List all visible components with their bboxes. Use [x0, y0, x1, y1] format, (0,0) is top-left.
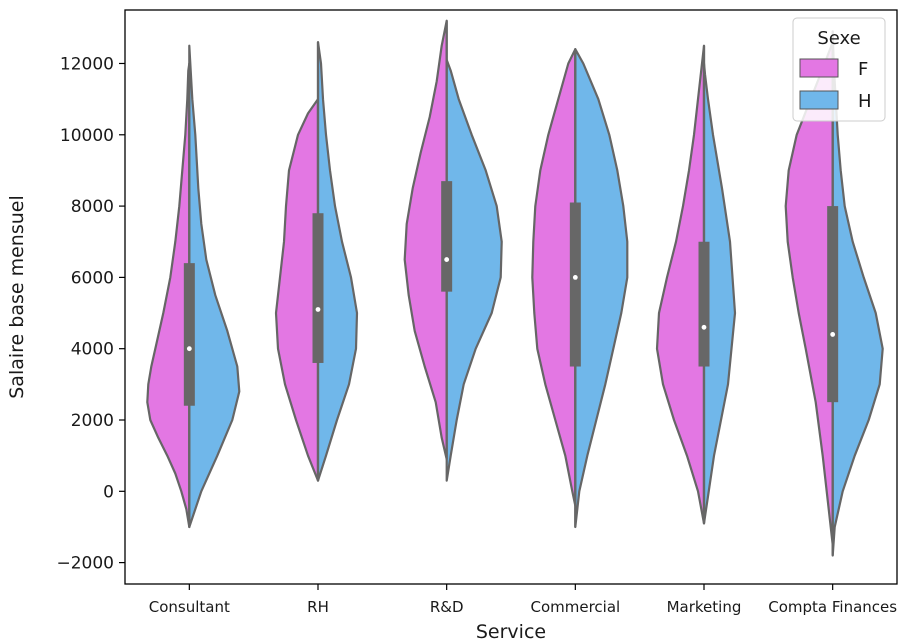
median-dot-2	[444, 257, 450, 262]
legend-title: Sexe	[817, 28, 860, 49]
legend: Sexe F H	[792, 17, 886, 122]
x-tick-label-0: Consultant	[149, 598, 230, 616]
violin-h-1	[316, 41, 359, 482]
y-tick-label-3: 4000	[71, 340, 114, 360]
violin-f-1	[274, 98, 320, 482]
median-dot-0	[186, 346, 192, 352]
legend-swatch-f	[799, 58, 839, 78]
y-axis: −2000 0 2000 4000 6000 8000 10000 12000	[56, 54, 125, 574]
y-tick-label-5: 8000	[71, 197, 114, 217]
violin-layer	[146, 19, 884, 557]
plot-frame	[124, 9, 898, 585]
iqr-box-2	[441, 181, 453, 292]
legend-label-h: H	[858, 91, 872, 112]
median-dot-1	[315, 307, 321, 312]
iqr-box-0	[183, 263, 195, 406]
y-tick-label-4: 6000	[71, 268, 114, 288]
violin-f-2	[403, 19, 448, 461]
y-axis-label: Salaire base mensuel	[6, 195, 28, 399]
violin-f-4	[655, 44, 706, 525]
x-axis: Consultant RH R&D Commercial Marketing Compta…	[149, 584, 897, 616]
iqr-box-3	[569, 202, 581, 367]
iqr-box-4	[698, 241, 710, 367]
y-tick-label-2: 2000	[71, 411, 114, 431]
legend-swatch-h	[799, 90, 839, 110]
violin-h-3	[574, 48, 629, 529]
median-dot-4	[701, 324, 707, 330]
median-dot-5	[830, 332, 836, 337]
violin-f-3	[531, 48, 577, 507]
violin-f-0	[146, 62, 191, 529]
x-tick-label-5: Compta Finances	[768, 598, 897, 616]
x-tick-label-2: R&D	[430, 598, 464, 616]
median-dot-3	[572, 274, 578, 280]
y-tick-label-1: 0	[103, 482, 114, 502]
y-tick-label-7: 12000	[60, 54, 114, 74]
x-axis-label: Service	[476, 621, 546, 643]
x-tick-label-4: Marketing	[667, 598, 742, 616]
violin-h-0	[188, 44, 241, 529]
x-tick-label-1: RH	[307, 598, 329, 616]
legend-label-f: F	[858, 59, 868, 80]
y-tick-label-0: −2000	[56, 554, 114, 574]
x-tick-label-3: Commercial	[530, 598, 620, 616]
y-tick-label-6: 10000	[60, 126, 114, 146]
iqr-box-5	[827, 206, 839, 403]
iqr-box-1	[312, 213, 324, 363]
violin-h-2	[445, 58, 503, 482]
